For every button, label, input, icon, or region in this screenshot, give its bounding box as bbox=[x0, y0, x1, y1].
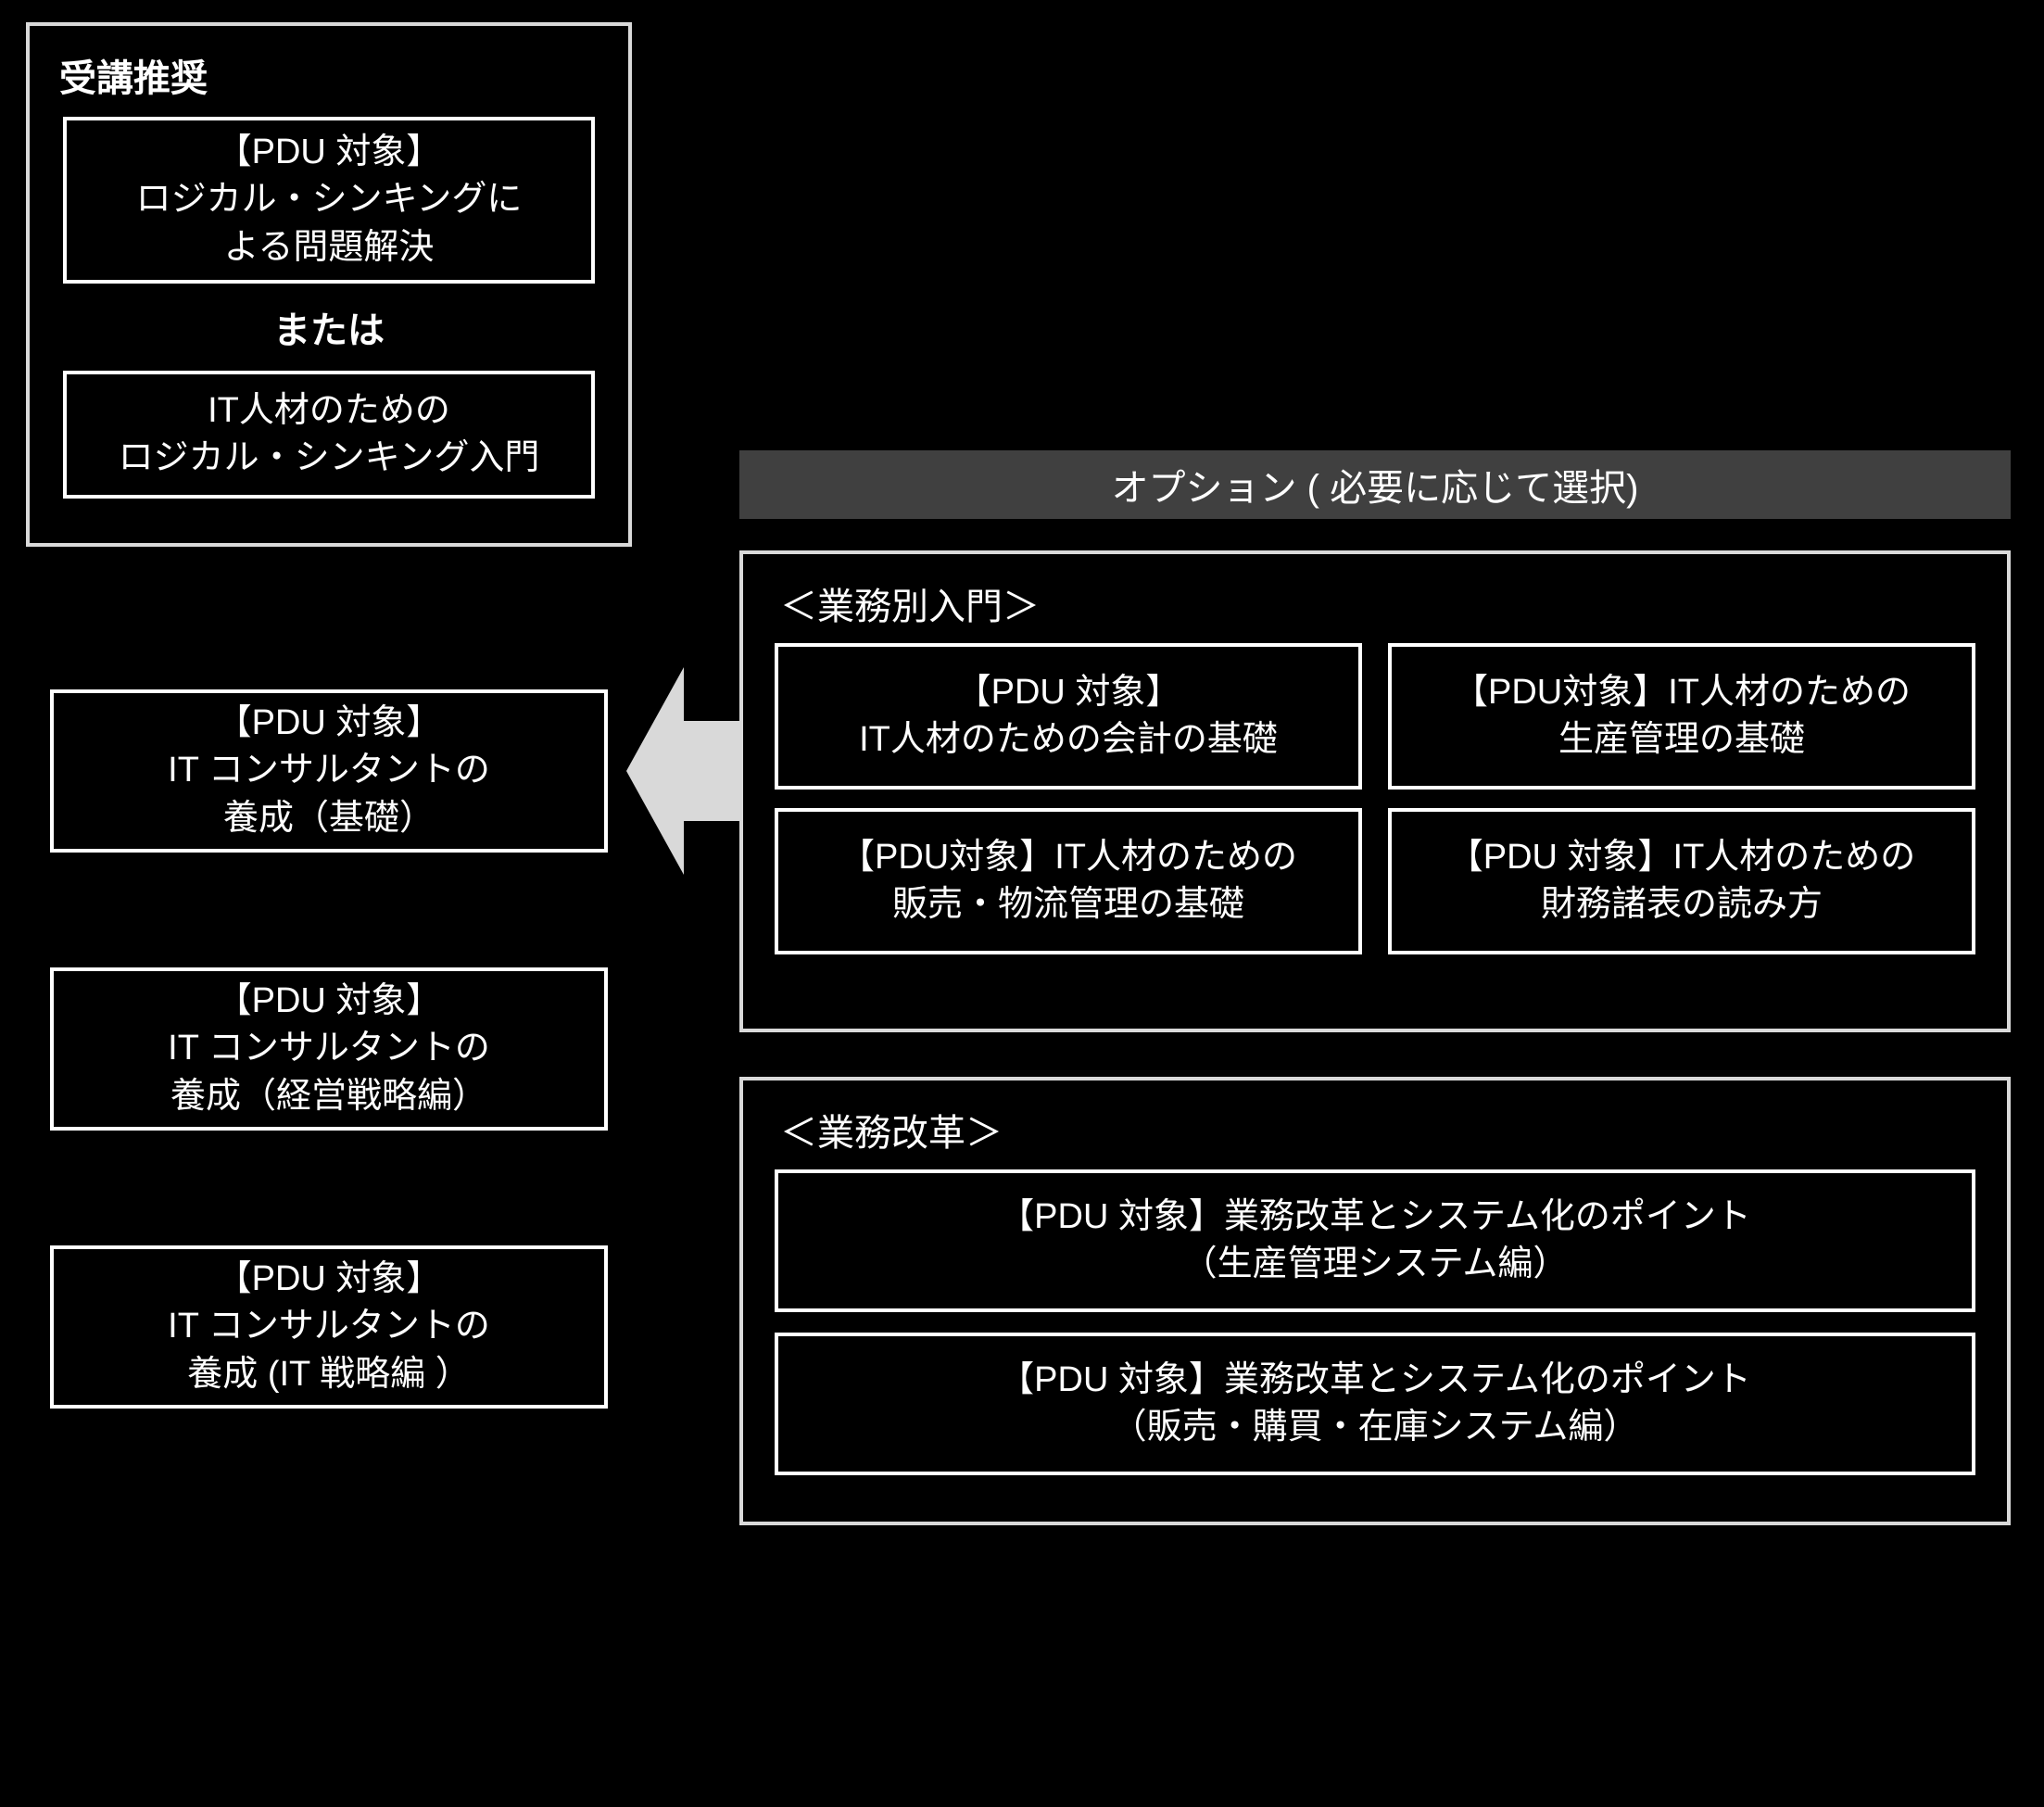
course-line: 【PDU 対象】 bbox=[217, 1256, 442, 1303]
course-financial-statements: 【PDU 対象】IT人材のための 財務諸表の読み方 bbox=[1388, 808, 1975, 954]
course-line: 養成（基礎） bbox=[223, 795, 435, 842]
course-line: 【PDU 対象】 bbox=[956, 669, 1181, 716]
course-line: IT コンサルタントの bbox=[168, 1303, 490, 1350]
panel-intro-title: ＜業務別入門＞ bbox=[780, 576, 2007, 630]
or-label: または bbox=[30, 300, 628, 354]
course-accounting-basics: 【PDU 対象】 IT人材のための会計の基礎 bbox=[775, 643, 1362, 790]
course-consultant-basic: 【PDU 対象】 IT コンサルタントの 養成（基礎） bbox=[50, 689, 608, 853]
course-line: よる問題解決 bbox=[224, 224, 435, 272]
course-consultant-strategy: 【PDU 対象】 IT コンサルタントの 養成（経営戦略編） bbox=[50, 967, 608, 1131]
arrow-left-icon bbox=[626, 667, 739, 875]
panel-intro: ＜業務別入門＞ 【PDU 対象】 IT人材のための会計の基礎 【PDU対象】IT… bbox=[739, 550, 2011, 1032]
course-line: IT コンサルタントの bbox=[168, 1025, 490, 1072]
course-line: 【PDU 対象】業務改革とシステム化のポイント bbox=[999, 1194, 1751, 1241]
panel-reform-title: ＜業務改革＞ bbox=[780, 1103, 2007, 1156]
course-line: IT コンサルタントの bbox=[168, 747, 490, 794]
course-line: 【PDU対象】IT人材のための bbox=[839, 834, 1297, 881]
course-reform-production: 【PDU 対象】業務改革とシステム化のポイント （生産管理システム編） bbox=[775, 1169, 1975, 1312]
panel-reform: ＜業務改革＞ 【PDU 対象】業務改革とシステム化のポイント （生産管理システム… bbox=[739, 1077, 2011, 1525]
option-header: オプション ( 必要に応じて選択) bbox=[739, 450, 2011, 519]
panel-recommended: 受講推奨 【PDU 対象】 ロジカル・シンキングに よる問題解決 または IT人… bbox=[26, 22, 632, 547]
course-line: 養成 (IT 戦略編 ） bbox=[187, 1351, 470, 1398]
course-line: ロジカル・シンキングに bbox=[136, 176, 523, 223]
course-line: 【PDU 対象】業務改革とシステム化のポイント bbox=[999, 1357, 1751, 1404]
course-sales-logistics-basics: 【PDU対象】IT人材のための 販売・物流管理の基礎 bbox=[775, 808, 1362, 954]
course-line: 【PDU 対象】 bbox=[217, 700, 442, 747]
course-production-mgmt-basics: 【PDU対象】IT人材のための 生産管理の基礎 bbox=[1388, 643, 1975, 790]
course-consultant-it: 【PDU 対象】 IT コンサルタントの 養成 (IT 戦略編 ） bbox=[50, 1245, 608, 1409]
course-line: IT人材のための bbox=[208, 387, 450, 435]
course-reform-sales: 【PDU 対象】業務改革とシステム化のポイント （販売・購買・在庫システム編） bbox=[775, 1333, 1975, 1475]
course-line: （生産管理システム編） bbox=[1182, 1241, 1569, 1288]
course-logical-thinking-intro: IT人材のための ロジカル・シンキング入門 bbox=[63, 371, 595, 499]
course-line: 販売・物流管理の基礎 bbox=[892, 881, 1244, 929]
course-line: 【PDU 対象】 bbox=[217, 978, 442, 1025]
course-line: 養成（経営戦略編） bbox=[170, 1073, 487, 1120]
course-line: 【PDU対象】IT人材のための bbox=[1453, 669, 1911, 716]
course-line: IT人材のための会計の基礎 bbox=[859, 716, 1278, 764]
course-line: 【PDU 対象】IT人材のための bbox=[1448, 834, 1916, 881]
course-line: （販売・購買・在庫システム編） bbox=[1112, 1404, 1639, 1451]
course-line: ロジカル・シンキング入門 bbox=[119, 435, 540, 482]
panel-recommended-title: 受講推奨 bbox=[59, 48, 628, 102]
course-line: 生産管理の基礎 bbox=[1558, 716, 1805, 764]
course-logical-thinking-problem-solving: 【PDU 対象】 ロジカル・シンキングに よる問題解決 bbox=[63, 117, 595, 284]
course-line: 【PDU 対象】 bbox=[217, 129, 442, 176]
course-line: 財務諸表の読み方 bbox=[1541, 881, 1823, 929]
